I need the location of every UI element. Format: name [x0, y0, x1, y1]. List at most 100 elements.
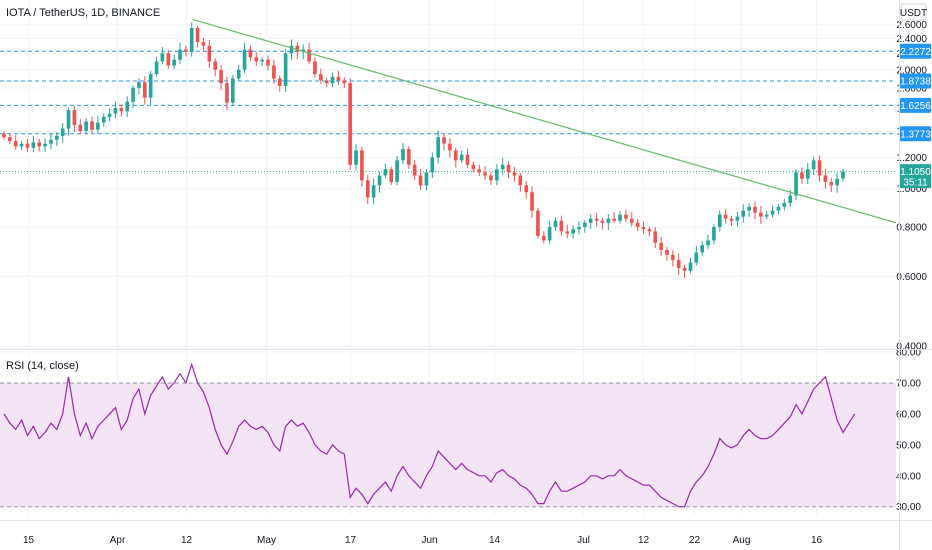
candle-body [395, 160, 399, 182]
candle-body [101, 116, 106, 123]
candle-body [694, 252, 699, 263]
candle [512, 166, 517, 182]
candle [688, 257, 693, 274]
candle-body [817, 160, 822, 176]
current-price-label: 1.1050 [900, 167, 931, 178]
candle [424, 168, 429, 191]
candle [829, 178, 834, 193]
candle [78, 119, 83, 134]
candle [213, 58, 218, 77]
candle [25, 139, 30, 152]
candle [383, 163, 388, 179]
candle [166, 49, 171, 69]
candle [160, 47, 165, 65]
candle [407, 146, 411, 169]
candle-body [612, 218, 617, 221]
candle-body [741, 210, 746, 217]
candle-body [829, 181, 834, 186]
candle [495, 164, 499, 186]
candle-body [676, 260, 681, 269]
candle [612, 212, 617, 224]
candle-body [459, 154, 464, 161]
candle [43, 138, 47, 152]
candle [101, 113, 106, 127]
candle-body [154, 61, 159, 75]
candle [395, 156, 399, 186]
candle-body [84, 121, 88, 131]
candle-body [506, 164, 511, 173]
candle-body [571, 229, 575, 234]
candle [201, 37, 206, 52]
candle-body [107, 113, 112, 117]
rsi-tick-label: 60.00 [896, 409, 921, 420]
candle-body [354, 150, 358, 165]
candle [553, 217, 558, 231]
trendline[interactable] [192, 18, 897, 224]
candle [477, 164, 482, 177]
candle-body [43, 143, 47, 147]
candle [418, 169, 423, 191]
candle-body [336, 76, 341, 81]
candle [594, 212, 599, 228]
currency-button[interactable]: USDT [900, 3, 927, 21]
candle [342, 77, 347, 89]
candle [723, 208, 728, 224]
candle [289, 39, 294, 60]
candle-body [453, 150, 458, 161]
candle [172, 54, 176, 70]
candle-body [770, 210, 775, 215]
candle [712, 224, 716, 245]
candle-body [618, 214, 622, 221]
candle-body [735, 216, 740, 221]
candle-body [230, 78, 235, 103]
candle-body [389, 169, 394, 182]
candle-body [541, 235, 546, 241]
candle-body [635, 222, 640, 228]
candle [195, 25, 200, 48]
x-tick-label: Jul [577, 535, 590, 546]
candle [219, 65, 223, 91]
candle-body [794, 172, 798, 196]
candle [577, 221, 581, 235]
price-tick-label: 0.4000 [896, 342, 927, 353]
rsi-tick-label: 80.00 [896, 348, 921, 359]
candle [571, 225, 575, 239]
candle [2, 131, 6, 140]
candle [694, 245, 699, 266]
candle-body [665, 249, 669, 255]
candle [682, 264, 687, 279]
candle-body [747, 206, 751, 211]
candle [154, 56, 159, 77]
price-tick-label: 2.6000 [896, 20, 927, 31]
candle-body [706, 240, 710, 246]
candle-body [547, 227, 552, 241]
candle [471, 161, 476, 173]
candle-body [219, 69, 223, 84]
candle-body [764, 214, 769, 217]
candle-body [629, 218, 634, 223]
candle [583, 220, 587, 233]
candle-body [418, 175, 423, 186]
level-price-label: 1.6256 [900, 101, 931, 112]
candle-body [500, 164, 505, 170]
candle [336, 70, 341, 85]
candle-body [307, 49, 311, 62]
candle-body [225, 83, 229, 103]
candle-body [160, 53, 165, 62]
candle-body [13, 141, 18, 147]
candle [119, 104, 124, 117]
candle-body [301, 49, 306, 52]
x-tick-label: 22 [689, 535, 701, 546]
candle-body [283, 53, 288, 86]
candle [547, 220, 552, 244]
candle-body [49, 139, 53, 144]
rsi-tick-label: 40.00 [896, 471, 921, 482]
candle-body [594, 218, 599, 221]
candle-body [641, 227, 646, 230]
candle-body [647, 229, 652, 232]
candle-body [248, 49, 253, 58]
candle [741, 204, 746, 223]
candle [459, 150, 464, 163]
candle [794, 169, 798, 201]
